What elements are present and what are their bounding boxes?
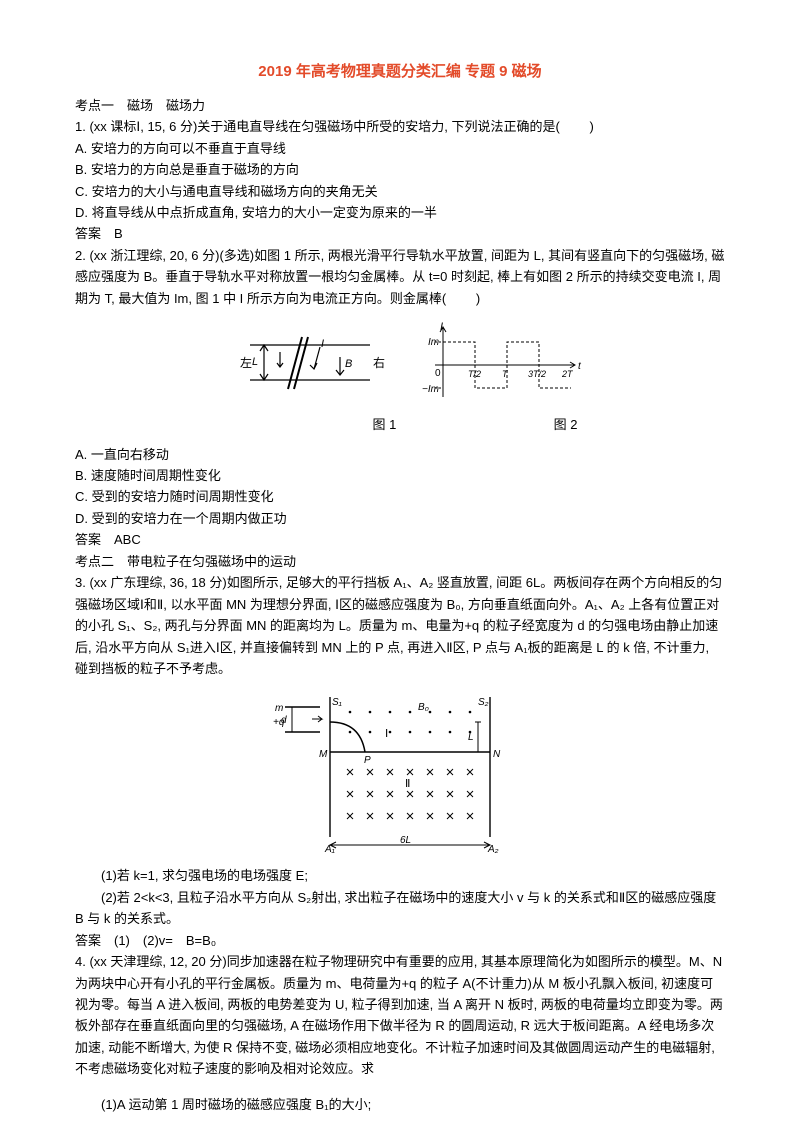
svg-text:L: L	[252, 356, 258, 368]
svg-text:Ⅱ: Ⅱ	[405, 778, 410, 790]
svg-text:P: P	[364, 755, 371, 766]
q4-part1: (1)A 运动第 1 周时磁场的磁感应强度 B₁的大小;	[75, 1094, 725, 1115]
q2-header: 2. (xx 浙江理综, 20, 6 分)(多选)如图 1 所示, 两根光滑平行…	[75, 245, 725, 309]
svg-text:d: d	[281, 715, 287, 726]
svg-text:3T/2: 3T/2	[528, 369, 546, 379]
svg-text:T: T	[502, 369, 509, 379]
section-heading-2: 考点二 带电粒子在匀强磁场中的运动	[75, 551, 725, 572]
svg-text:S₂: S₂	[478, 697, 489, 708]
q1-answer: 答案 B	[75, 223, 725, 244]
svg-text:L: L	[468, 732, 474, 743]
q1-option-c: C. 安培力的大小与通电直导线和磁场方向的夹角无关	[75, 181, 725, 202]
figure-1-2: 左 右 L I B I Im −Im 0 T/2 T 3T/2	[75, 317, 725, 435]
svg-text:t: t	[578, 361, 582, 372]
svg-text:B₀: B₀	[418, 702, 429, 713]
svg-text:右: 右	[373, 355, 385, 370]
section-heading-1: 考点一 磁场 磁场力	[75, 95, 725, 116]
svg-text:Im: Im	[428, 337, 439, 348]
svg-text:A₁: A₁	[324, 844, 335, 855]
q2-option-b: B. 速度随时间周期性变化	[75, 465, 725, 486]
q4-header: 4. (xx 天津理综, 12, 20 分)同步加速器在粒子物理研究中有重要的应…	[75, 951, 725, 1080]
svg-text:A₂: A₂	[487, 844, 499, 855]
q2-option-a: A. 一直向右移动	[75, 444, 725, 465]
fig2-label: 图 2	[554, 417, 578, 432]
q2-option-c: C. 受到的安培力随时间周期性变化	[75, 486, 725, 507]
q1-option-a: A. 安培力的方向可以不垂直于直导线	[75, 138, 725, 159]
figure-3: m +q d S₁ S₂ B₀ Ⅰ Ⅱ L M N P A₁ A₂ 6L	[75, 687, 725, 857]
svg-text:I: I	[440, 321, 443, 333]
svg-text:I: I	[321, 338, 324, 350]
svg-text:0: 0	[435, 368, 441, 379]
svg-text:Ⅰ: Ⅰ	[385, 728, 388, 740]
q2-answer: 答案 ABC	[75, 529, 725, 550]
q1-header: 1. (xx 课标Ⅰ, 15, 6 分)关于通电直导线在匀强磁场中所受的安培力,…	[75, 116, 725, 137]
document-title: 2019 年高考物理真题分类汇编 专题 9 磁场	[75, 60, 725, 85]
svg-text:2T: 2T	[561, 369, 574, 379]
q3-header: 3. (xx 广东理综, 36, 18 分)如图所示, 足够大的平行挡板 A₁、…	[75, 572, 725, 679]
q1-option-b: B. 安培力的方向总是垂直于磁场的方向	[75, 159, 725, 180]
svg-text:−Im: −Im	[422, 384, 439, 395]
fig1-label: 图 1	[373, 417, 397, 432]
svg-text:B: B	[345, 358, 352, 370]
svg-text:6L: 6L	[400, 835, 411, 846]
q3-part1: (1)若 k=1, 求匀强电场的电场强度 E;	[75, 865, 725, 886]
q3-part2: (2)若 2<k<3, 且粒子沿水平方向从 S₂射出, 求出粒子在磁场中的速度大…	[75, 887, 725, 930]
svg-text:M: M	[319, 749, 328, 760]
svg-text:T/2: T/2	[468, 369, 481, 379]
svg-text:S₁: S₁	[332, 697, 342, 708]
q1-option-d: D. 将直导线从中点折成直角, 安培力的大小一定变为原来的一半	[75, 202, 725, 223]
svg-text:N: N	[493, 749, 501, 760]
figure-caption: 图 1 图 2	[225, 414, 725, 435]
q3-answer: 答案 (1) (2)v= B=B₀	[75, 930, 725, 951]
svg-text:m: m	[275, 703, 283, 714]
q2-option-d: D. 受到的安培力在一个周期内做正功	[75, 508, 725, 529]
svg-text:左: 左	[240, 355, 252, 370]
